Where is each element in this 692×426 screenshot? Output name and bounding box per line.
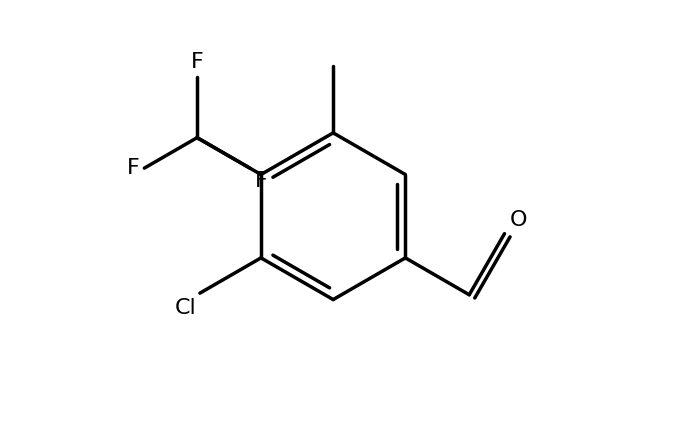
- Text: O: O: [509, 210, 527, 230]
- Text: F: F: [127, 158, 139, 178]
- Text: F: F: [191, 52, 203, 72]
- Text: F: F: [255, 171, 268, 191]
- Text: Cl: Cl: [175, 298, 197, 318]
